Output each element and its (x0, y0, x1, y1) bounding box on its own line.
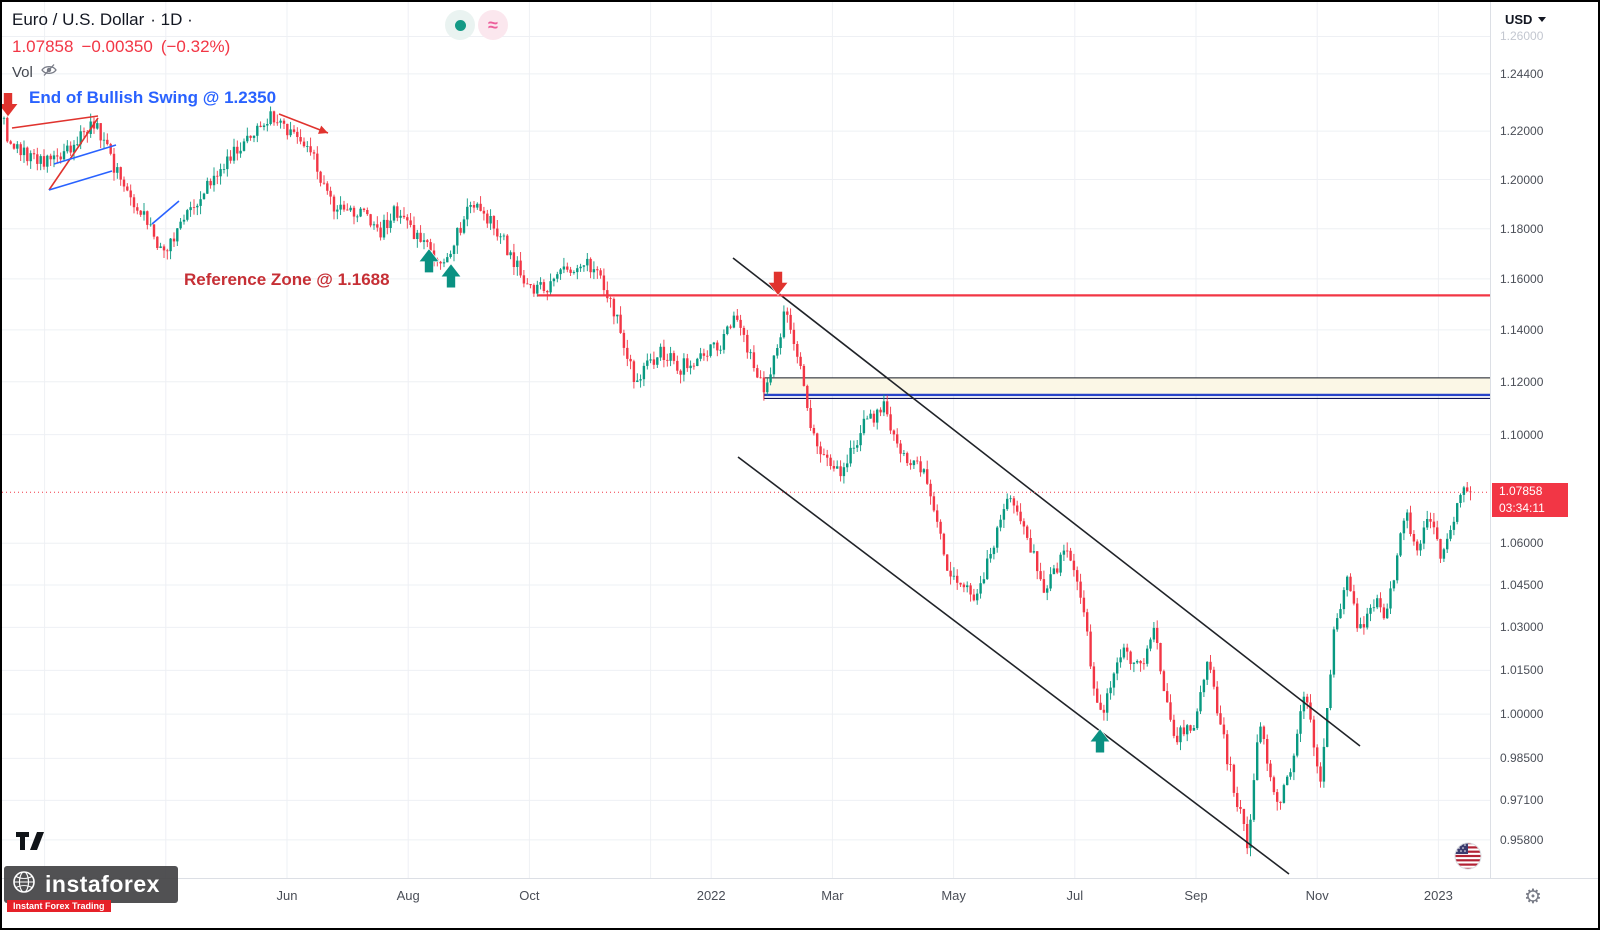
indicator-approx-button[interactable]: ≈ (478, 10, 508, 40)
price-axis-label: 1.22000 (1500, 124, 1544, 139)
price-axis-label: 1.16000 (1500, 271, 1544, 286)
time-axis-label: Oct (519, 888, 540, 903)
price-axis-label: 0.97100 (1500, 793, 1544, 808)
volume-label: Vol (12, 63, 33, 81)
time-axis-label: May (941, 888, 966, 903)
legend: Euro / U.S. Dollar · 1D · 1.07858 −0.0035… (12, 10, 230, 82)
dot-icon (454, 19, 466, 31)
price-axis-label: 1.03000 (1500, 620, 1544, 635)
globe-icon (12, 870, 36, 899)
price-axis[interactable]: USD 1.26000 1.24400 1.22000 1.20000 1.18000 1… (1490, 2, 1598, 878)
interval-label[interactable]: · 1D · (150, 10, 193, 29)
price-pane[interactable]: Euro / U.S. Dollar · 1D · 1.07858 −0.0035… (2, 2, 1490, 878)
time-axis-label: Mar (821, 888, 844, 903)
approx-icon: ≈ (488, 14, 498, 35)
eye-off-icon[interactable] (41, 62, 57, 82)
time-axis-label: Nov (1305, 888, 1329, 903)
instaforex-watermark: instaforex Instant Forex Trading (4, 866, 178, 912)
price-axis-label: 1.06000 (1500, 536, 1544, 551)
price-axis-label: 1.24400 (1500, 66, 1544, 81)
time-axis[interactable]: Jun Aug Oct 2022 Mar May Jul Sep Nov 2023 ⚙ (2, 878, 1598, 928)
price-change: −0.00350 (81, 37, 153, 56)
time-axis-label: Jun (276, 888, 298, 903)
time-axis-label: 2023 (1423, 888, 1453, 903)
chevron-down-icon (1538, 17, 1547, 22)
price-axis-label: 1.00000 (1500, 707, 1544, 722)
settings-gear-icon[interactable]: ⚙ (1524, 886, 1542, 908)
price-axis-label: 1.14000 (1500, 322, 1544, 337)
tradingview-logo[interactable] (14, 830, 46, 857)
price-change-row: 1.07858 −0.00350 (−0.32%) (12, 37, 230, 57)
currency-label: USD (1505, 12, 1533, 27)
time-axis-label: Aug (396, 888, 420, 903)
time-axis-label: Sep (1184, 888, 1208, 903)
price-axis-label: 1.10000 (1500, 427, 1544, 442)
indicator-dot-button[interactable] (445, 10, 475, 40)
last-price: 1.07858 (12, 37, 74, 56)
instaforex-tagline: Instant Forex Trading (7, 900, 111, 912)
annotation-bullish-swing[interactable]: End of Bullish Swing @ 1.2350 (29, 88, 277, 107)
instaforex-brand: instaforex (45, 871, 160, 897)
price-axis-label: 1.12000 (1500, 374, 1544, 389)
price-axis-label: 1.04500 (1500, 578, 1544, 593)
price-axis-label: 1.18000 (1500, 221, 1544, 236)
time-axis-label: Jul (1066, 888, 1084, 903)
currency-dropdown[interactable]: USD (1501, 10, 1551, 29)
price-axis-label: 1.01500 (1500, 663, 1544, 678)
countdown-badge: 03:34:11 (1492, 500, 1568, 518)
candlestick-chart[interactable] (2, 2, 1490, 878)
current-price-badge: 1.07858 (1492, 483, 1568, 501)
price-axis-label: 0.95800 (1500, 832, 1544, 847)
time-axis-label: 2022 (696, 888, 726, 903)
price-change-pct: (−0.32%) (160, 37, 231, 56)
symbol-title[interactable]: Euro / U.S. Dollar (12, 10, 145, 29)
price-axis-label: 1.26000 (1500, 29, 1544, 44)
annotation-reference-zone[interactable]: Reference Zone @ 1.1688 (184, 270, 390, 289)
price-axis-label: 1.20000 (1500, 172, 1544, 187)
us-flag-icon (1454, 842, 1482, 875)
price-axis-label: 0.98500 (1500, 751, 1544, 766)
